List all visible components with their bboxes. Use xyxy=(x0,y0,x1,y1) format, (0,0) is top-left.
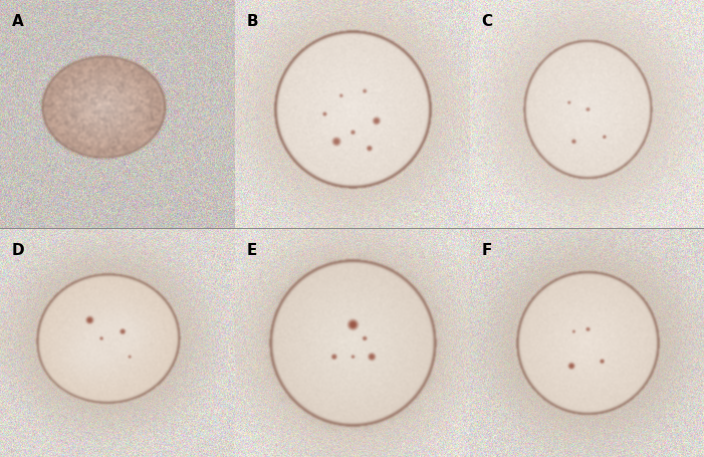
Text: E: E xyxy=(246,243,257,258)
Text: C: C xyxy=(482,14,493,29)
Text: D: D xyxy=(12,243,25,258)
Text: A: A xyxy=(12,14,23,29)
Text: F: F xyxy=(482,243,492,258)
Text: B: B xyxy=(246,14,258,29)
